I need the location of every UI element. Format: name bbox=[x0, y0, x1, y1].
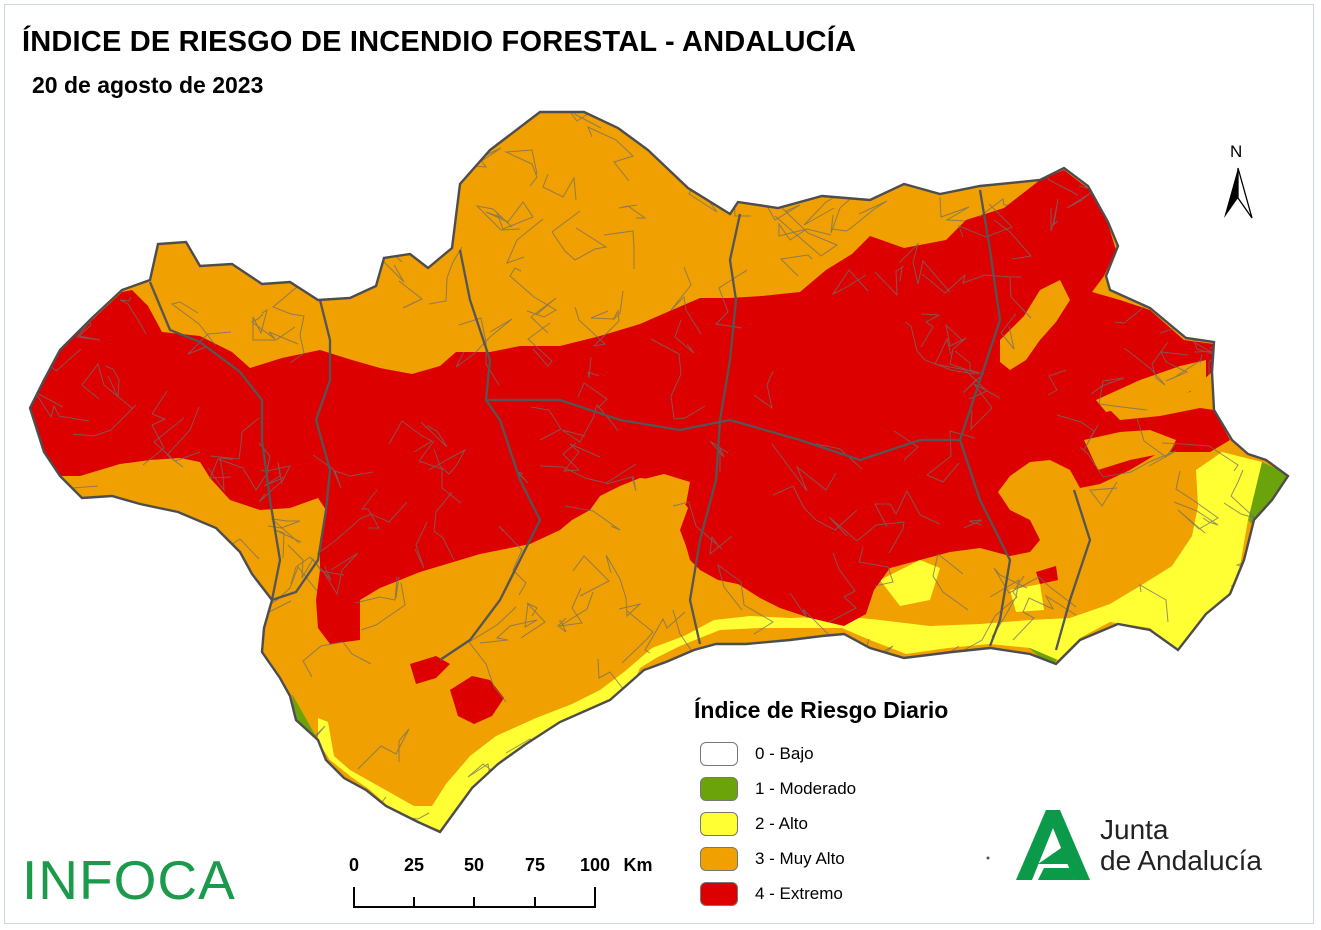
legend-item-muy-alto: 3 - Muy Alto bbox=[694, 841, 948, 876]
legend-title: Índice de Riesgo Diario bbox=[694, 697, 949, 723]
scale-tick-label: 0 bbox=[348, 855, 360, 875]
legend: Índice de Riesgo Diario 0 - Bajo 1 - Mod… bbox=[694, 697, 948, 911]
legend-item-alto: 2 - Alto bbox=[694, 806, 948, 841]
scale-unit: Km bbox=[623, 855, 653, 875]
junta-text: Junta de Andalucía bbox=[1100, 814, 1262, 876]
junta-line2: de Andalucía bbox=[1100, 845, 1262, 876]
scale-tick-label: 75 bbox=[524, 855, 546, 875]
scale-bar-line bbox=[353, 887, 596, 908]
legend-label: 2 - Alto bbox=[755, 813, 808, 833]
scale-tick-label: 25 bbox=[403, 855, 425, 875]
north-label: N bbox=[1230, 142, 1243, 161]
legend-label: 3 - Muy Alto bbox=[755, 848, 845, 868]
junta-line1: Junta bbox=[1100, 814, 1169, 845]
infoca-logo: INFOCA bbox=[22, 849, 236, 911]
legend-label: 0 - Bajo bbox=[755, 743, 814, 763]
legend-label: 4 - Extremo bbox=[755, 883, 843, 903]
legend-item-bajo: 0 - Bajo bbox=[694, 736, 948, 771]
legend-label: 1 - Moderado bbox=[755, 778, 857, 798]
province-boundaries bbox=[148, 189, 1092, 661]
map-dot bbox=[986, 856, 990, 860]
legend-swatch bbox=[700, 846, 738, 871]
map-title: ÍNDICE DE RIESGO DE INCENDIO FORESTAL - … bbox=[22, 26, 857, 58]
legend-swatch bbox=[700, 811, 738, 836]
map-date: 20 de agosto de 2023 bbox=[32, 72, 264, 98]
scale-tick-label: 100 bbox=[579, 855, 611, 875]
scale-bar: 0 25 50 75 100 Km bbox=[340, 853, 670, 913]
north-arrow-icon bbox=[1224, 167, 1253, 219]
legend-item-extremo: 4 - Extremo bbox=[694, 876, 948, 911]
map-frame bbox=[4, 4, 1314, 924]
junta-de-andalucia-logo: Junta de Andalucía bbox=[1014, 806, 1304, 886]
legend-swatch bbox=[700, 881, 738, 906]
scale-tick-label: 50 bbox=[463, 855, 485, 875]
north-arrow: N bbox=[1218, 142, 1262, 222]
legend-swatch bbox=[700, 741, 738, 766]
zone-extremo bbox=[30, 170, 1230, 724]
junta-de-andalucia-logo-icon bbox=[1016, 810, 1090, 880]
andalucia-outline bbox=[28, 110, 1290, 834]
zone-alto bbox=[318, 452, 1262, 830]
legend-swatch bbox=[700, 776, 738, 801]
legend-item-moderado: 1 - Moderado bbox=[694, 771, 948, 806]
